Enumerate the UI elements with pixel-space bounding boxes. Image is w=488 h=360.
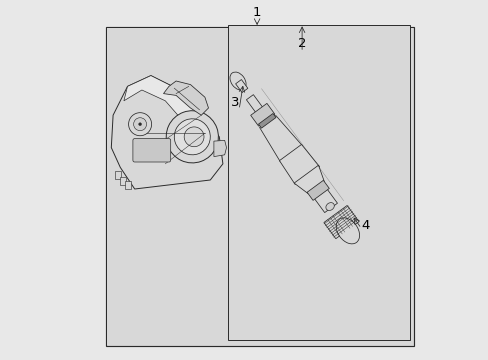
Bar — [228, 25, 409, 340]
Bar — [125, 181, 130, 189]
Bar — [115, 171, 121, 179]
FancyBboxPatch shape — [133, 139, 170, 162]
Polygon shape — [111, 76, 223, 189]
Bar — [120, 177, 125, 185]
Ellipse shape — [174, 119, 210, 155]
Polygon shape — [163, 81, 208, 115]
Polygon shape — [323, 206, 358, 239]
Circle shape — [128, 113, 151, 136]
Text: 3: 3 — [231, 96, 239, 109]
Polygon shape — [306, 180, 328, 201]
Polygon shape — [279, 144, 319, 184]
Polygon shape — [250, 103, 274, 126]
Ellipse shape — [325, 203, 334, 211]
Circle shape — [133, 118, 146, 131]
Ellipse shape — [184, 127, 203, 147]
Polygon shape — [259, 116, 302, 162]
Polygon shape — [235, 80, 247, 93]
Ellipse shape — [336, 218, 359, 244]
Text: 1: 1 — [252, 6, 261, 19]
Text: 4: 4 — [360, 219, 368, 231]
Polygon shape — [246, 95, 263, 113]
Polygon shape — [313, 188, 337, 213]
Bar — [106, 27, 413, 346]
Ellipse shape — [166, 111, 218, 163]
Polygon shape — [294, 165, 324, 194]
Polygon shape — [258, 113, 275, 128]
Bar — [107, 28, 412, 345]
Circle shape — [139, 123, 141, 126]
Polygon shape — [123, 76, 204, 130]
Ellipse shape — [229, 72, 245, 90]
Polygon shape — [213, 140, 226, 157]
Text: 2: 2 — [297, 37, 305, 50]
